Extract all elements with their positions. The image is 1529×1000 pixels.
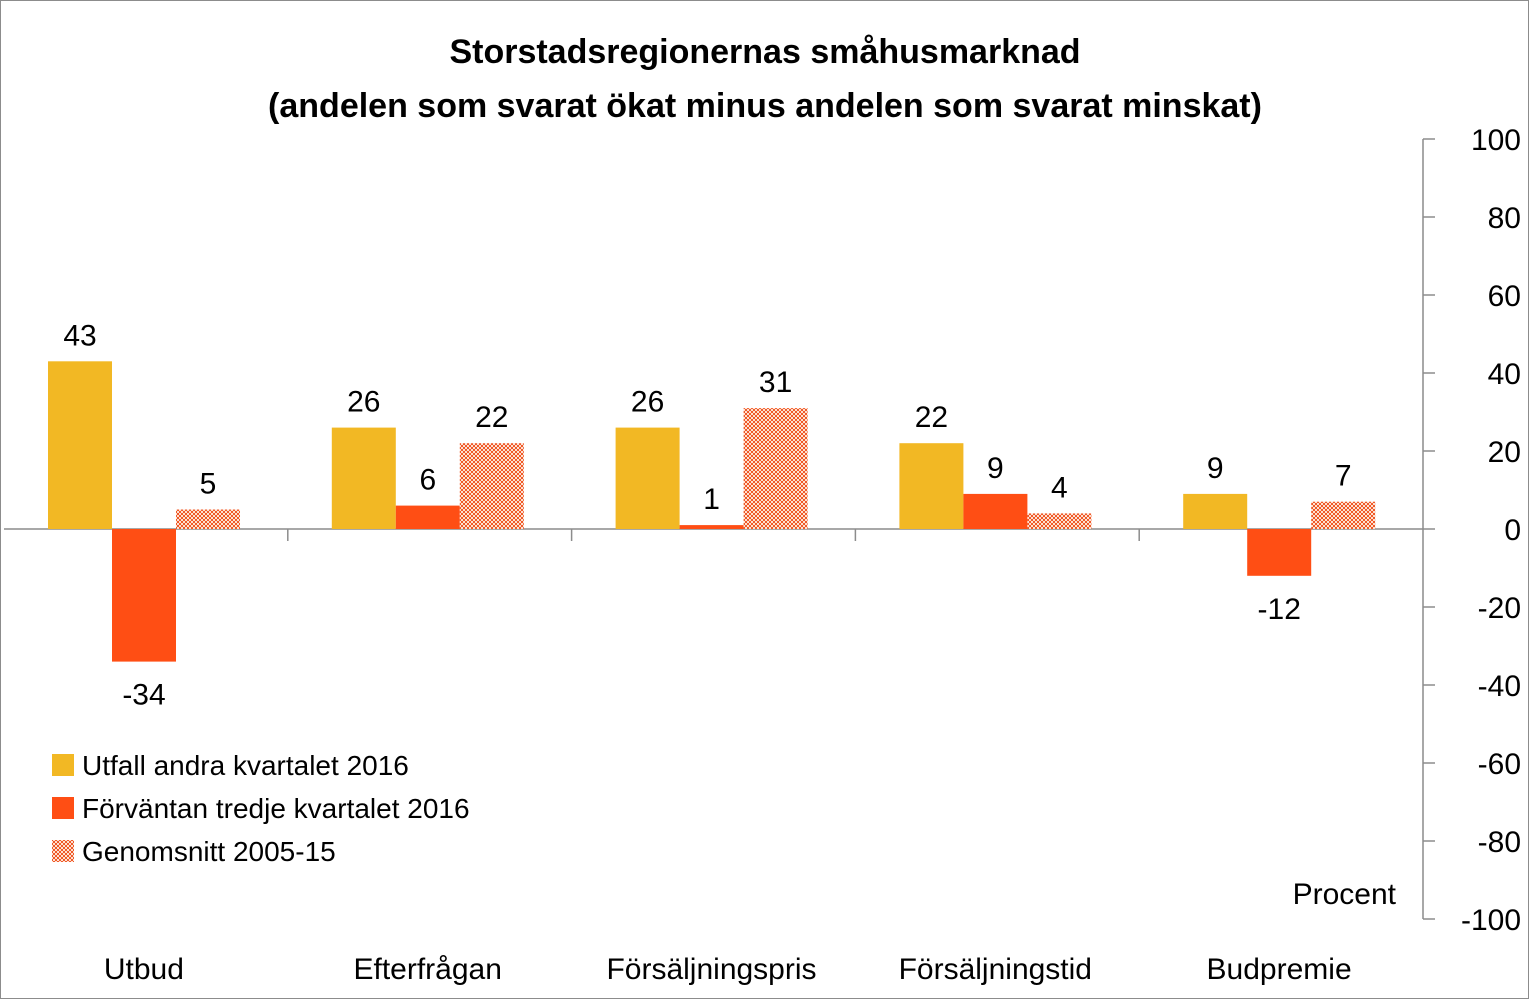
y-tick-label: 80: [1488, 202, 1521, 235]
chart-title: Storstadsregionernas småhusmarknad: [449, 33, 1080, 71]
y-tick-label: 40: [1488, 358, 1521, 391]
bar-2-5: [1247, 529, 1312, 576]
legend-swatch: [52, 840, 74, 862]
bar-1-1: [48, 361, 112, 529]
category-label: Budpremie: [1207, 953, 1352, 986]
y-tick-label: -40: [1478, 670, 1521, 703]
bar-3-5: [1311, 501, 1376, 529]
y-tick-label: 20: [1488, 436, 1521, 469]
bar-1-5: [1183, 493, 1248, 529]
data-label: 1: [703, 483, 720, 516]
y-tick-label: 60: [1488, 280, 1521, 313]
bar-3-2: [459, 443, 524, 529]
y-tick-label: -20: [1478, 592, 1521, 625]
y-tick-label: 100: [1471, 124, 1521, 157]
legend-label: Utfall andra kvartalet 2016: [82, 750, 409, 781]
legend-label: Genomsnitt 2005-15: [82, 836, 336, 867]
chart-subtitle: (andelen som svarat ökat minus andelen s…: [268, 87, 1262, 125]
bar-2-3: [679, 525, 744, 529]
category-label: Efterfrågan: [353, 953, 501, 986]
data-label: 5: [200, 468, 217, 501]
unit-label: Procent: [1293, 878, 1397, 911]
category-label: Försäljningstid: [899, 953, 1092, 986]
bar-1-2: [331, 427, 396, 529]
data-label: -12: [1258, 593, 1301, 626]
bar-2-4: [963, 493, 1028, 529]
data-label: 6: [419, 464, 436, 497]
bar-2-1: [112, 529, 176, 662]
data-label: 4: [1051, 471, 1068, 504]
data-label: 43: [63, 319, 96, 352]
category-label: Försäljningspris: [606, 953, 816, 986]
data-label: 9: [1207, 452, 1224, 485]
data-label: 26: [631, 386, 664, 419]
legend-swatch: [52, 754, 74, 776]
bar-1-4: [899, 443, 964, 529]
legend-swatch: [52, 797, 74, 819]
data-label: 22: [915, 401, 948, 434]
bar-1-3: [615, 427, 680, 529]
data-label: 7: [1335, 460, 1352, 493]
data-label: 22: [475, 401, 508, 434]
bar-3-1: [176, 509, 240, 529]
data-label: 26: [347, 386, 380, 419]
data-label: 9: [987, 452, 1004, 485]
legend-label: Förväntan tredje kvartalet 2016: [82, 793, 470, 824]
data-label: -34: [122, 679, 165, 712]
y-tick-label: -60: [1478, 748, 1521, 781]
bar-2-2: [395, 505, 460, 529]
bar-3-4: [1027, 513, 1092, 529]
bar-3-3: [743, 408, 808, 529]
plot-area: 100 80 60 40 20 0 -20 -40 -60 -80 -100 43 -34 5 Utbud 2…: [4, 124, 1521, 986]
category-label: Utbud: [104, 953, 184, 986]
y-tick-label: -80: [1478, 826, 1521, 859]
y-tick-label: -100: [1461, 904, 1521, 937]
y-tick-label: 0: [1504, 514, 1521, 547]
data-label: 31: [759, 366, 792, 399]
